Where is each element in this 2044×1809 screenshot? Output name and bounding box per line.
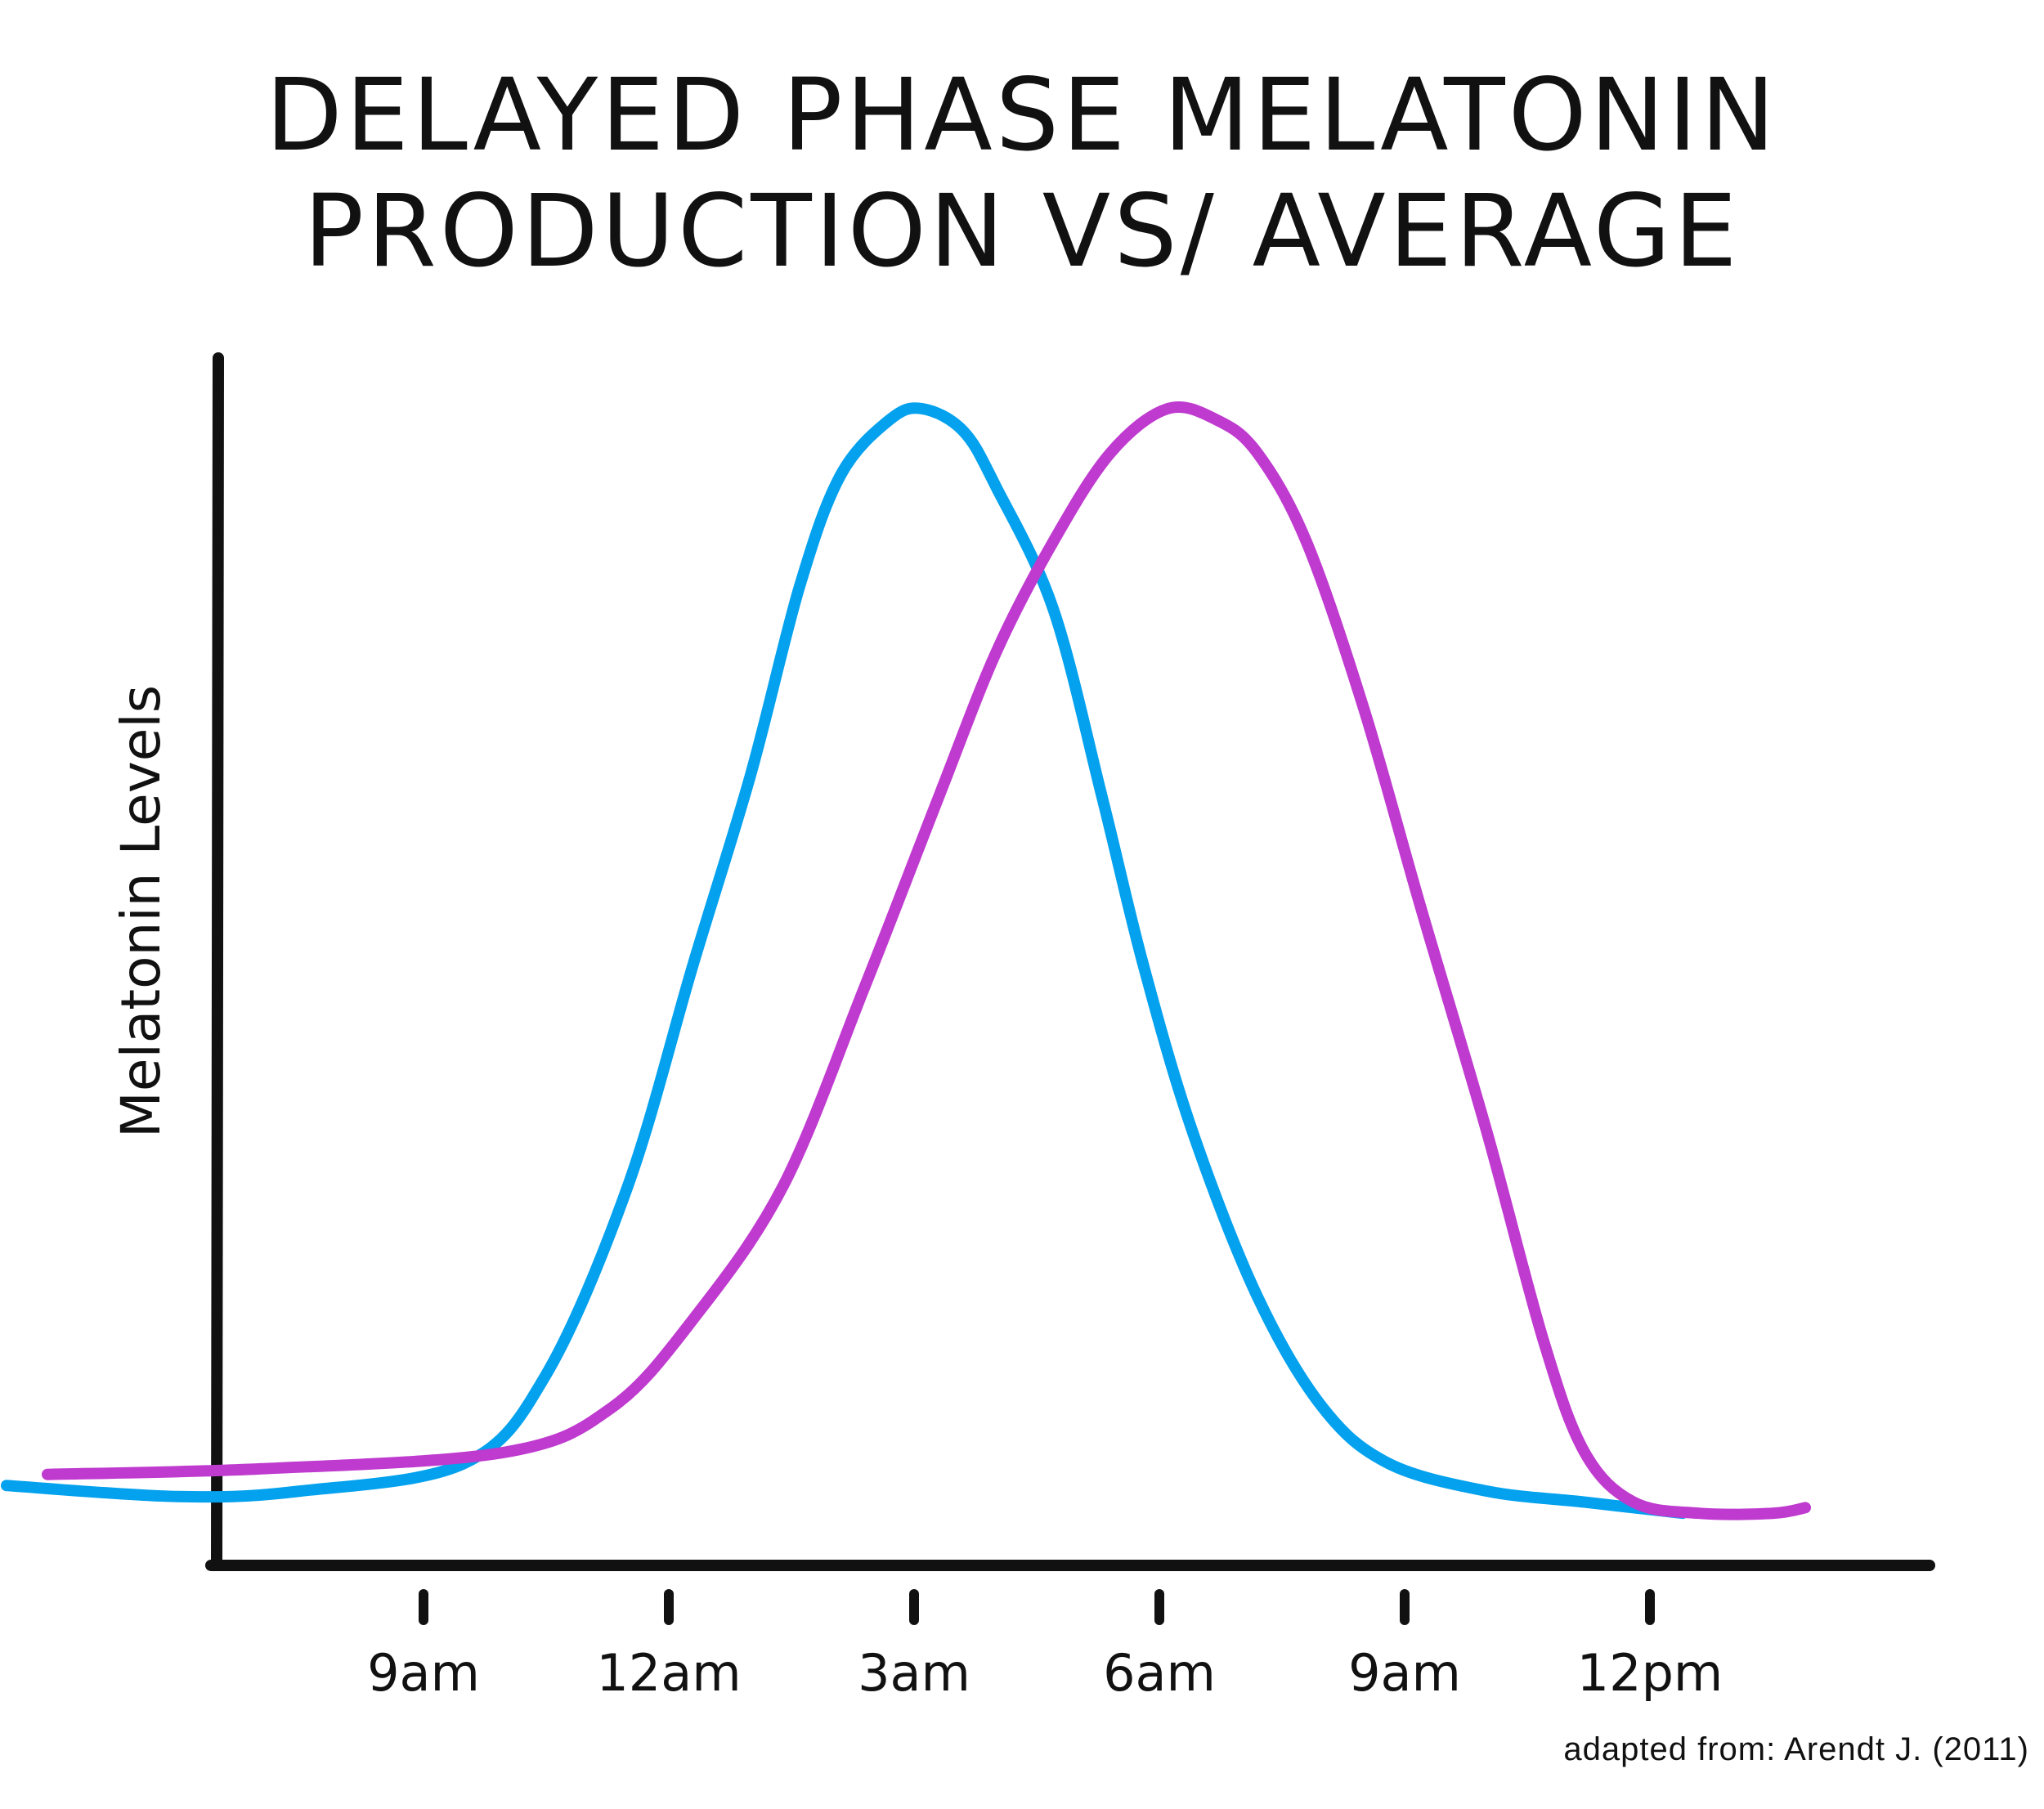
- chart-title: DELAYED PHASE MELATONIN PRODUCTION VS/ A…: [0, 57, 2044, 289]
- x-tick-label-3: 3am: [858, 1643, 970, 1703]
- chart-title-line-1: DELAYED PHASE MELATONIN: [265, 57, 1779, 173]
- x-tick-label-1: 9am: [367, 1643, 480, 1703]
- y-axis-line: [211, 352, 224, 1571]
- axes: [205, 352, 1935, 1571]
- series-line-1: [1, 402, 1688, 1520]
- chart-title-line-2: PRODUCTION VS/ AVERAGE: [303, 173, 1741, 289]
- source-note: adapted from: Arendt J. (2011): [1563, 1731, 2029, 1767]
- x-tick-label-5: 9am: [1348, 1643, 1461, 1703]
- x-tick-layer: 9am 12am 3am 6am 9am 12pm: [367, 1589, 1724, 1703]
- x-tick-label-4: 6am: [1103, 1643, 1216, 1703]
- x-tick-label-2: 12am: [596, 1643, 741, 1703]
- series-layer: [1, 401, 1811, 1520]
- y-axis-label: Melatonin Levels: [110, 685, 173, 1138]
- series-line-2: [42, 401, 1811, 1520]
- x-tick-label-6: 12pm: [1577, 1643, 1724, 1703]
